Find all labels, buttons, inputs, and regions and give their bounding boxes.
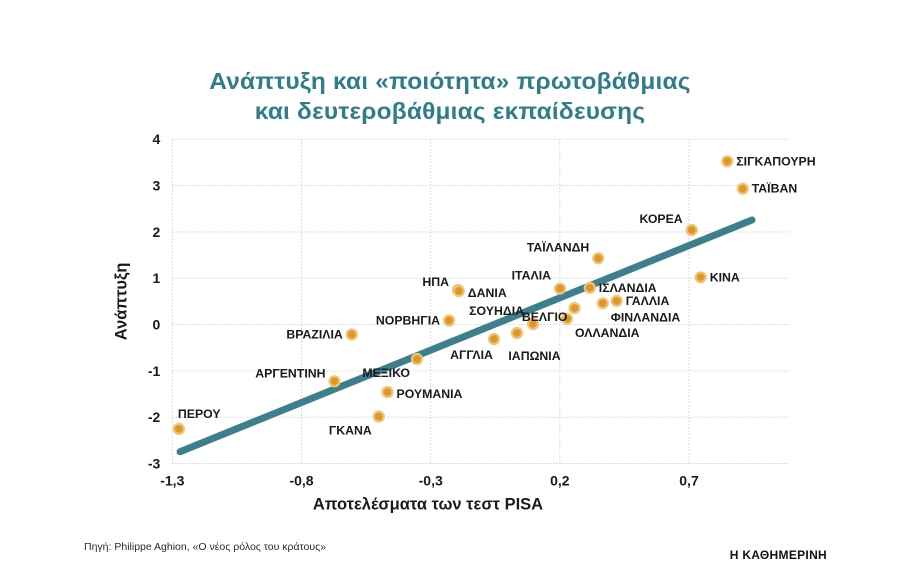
svg-text:ΤΑΪΛΑΝΔΗ: ΤΑΪΛΑΝΔΗ [527, 239, 590, 254]
svg-text:1: 1 [153, 270, 161, 286]
svg-text:ΣΟΥΗΔΙΑ: ΣΟΥΗΔΙΑ [469, 304, 524, 318]
svg-text:ΑΡΓΕΝΤΙΝΗ: ΑΡΓΕΝΤΙΝΗ [255, 366, 325, 380]
svg-text:ΙΤΑΛΙΑ: ΙΤΑΛΙΑ [512, 269, 552, 283]
svg-text:ΡΟΥΜΑΝΙΑ: ΡΟΥΜΑΝΙΑ [397, 387, 463, 401]
svg-text:ΒΕΛΓΙΟ: ΒΕΛΓΙΟ [522, 310, 568, 324]
svg-text:ΓΑΛΛΙΑ: ΓΑΛΛΙΑ [626, 294, 670, 308]
svg-text:ΓΚΑΝΑ: ΓΚΑΝΑ [329, 424, 372, 438]
svg-text:2: 2 [153, 224, 161, 240]
svg-text:ΝΟΡΒΗΓΙΑ: ΝΟΡΒΗΓΙΑ [376, 314, 440, 328]
svg-text:ΒΡΑΖΙΛΙΑ: ΒΡΑΖΙΛΙΑ [286, 328, 343, 342]
svg-text:0,2: 0,2 [550, 473, 570, 489]
svg-text:ΟΛΛΑΝΔΙΑ: ΟΛΛΑΝΔΙΑ [575, 326, 640, 340]
svg-text:3: 3 [153, 178, 161, 194]
svg-text:-1: -1 [148, 363, 161, 379]
svg-text:ΠΕΡΟΥ: ΠΕΡΟΥ [178, 407, 221, 421]
svg-text:-3: -3 [148, 456, 161, 472]
svg-text:-1,3: -1,3 [160, 473, 184, 489]
svg-text:0: 0 [153, 317, 161, 333]
svg-text:ΑΓΓΛΙΑ: ΑΓΓΛΙΑ [450, 348, 493, 362]
svg-text:ΙΑΠΩΝΙΑ: ΙΑΠΩΝΙΑ [508, 349, 560, 363]
svg-text:-2: -2 [148, 409, 161, 425]
svg-text:4: 4 [153, 131, 161, 147]
svg-text:ΦΙΝΛΑΝΔΙΑ: ΦΙΝΛΑΝΔΙΑ [611, 310, 681, 324]
svg-text:0,7: 0,7 [679, 473, 699, 489]
svg-text:ΣΙΓΚΑΠΟΥΡΗ: ΣΙΓΚΑΠΟΥΡΗ [736, 154, 815, 168]
svg-text:ΤΑΪΒΑΝ: ΤΑΪΒΑΝ [752, 181, 798, 196]
svg-text:ΔΑΝΙΑ: ΔΑΝΙΑ [468, 286, 507, 300]
svg-text:ΜΕΞΙΚΟ: ΜΕΞΙΚΟ [362, 366, 410, 380]
svg-text:ΗΠΑ: ΗΠΑ [422, 275, 449, 289]
svg-text:ΙΣΛΑΝΔΙΑ: ΙΣΛΑΝΔΙΑ [599, 281, 657, 295]
svg-text:-0,8: -0,8 [289, 473, 313, 489]
svg-text:Αποτελέσματα των τεστ PISA: Αποτελέσματα των τεστ PISA [313, 496, 543, 514]
svg-text:ΚΙΝΑ: ΚΙΝΑ [710, 270, 740, 284]
svg-text:-0,3: -0,3 [419, 473, 443, 489]
svg-text:ΚΟΡΕΑ: ΚΟΡΕΑ [640, 212, 683, 226]
svg-text:Ανάπτυξη: Ανάπτυξη [112, 263, 130, 341]
